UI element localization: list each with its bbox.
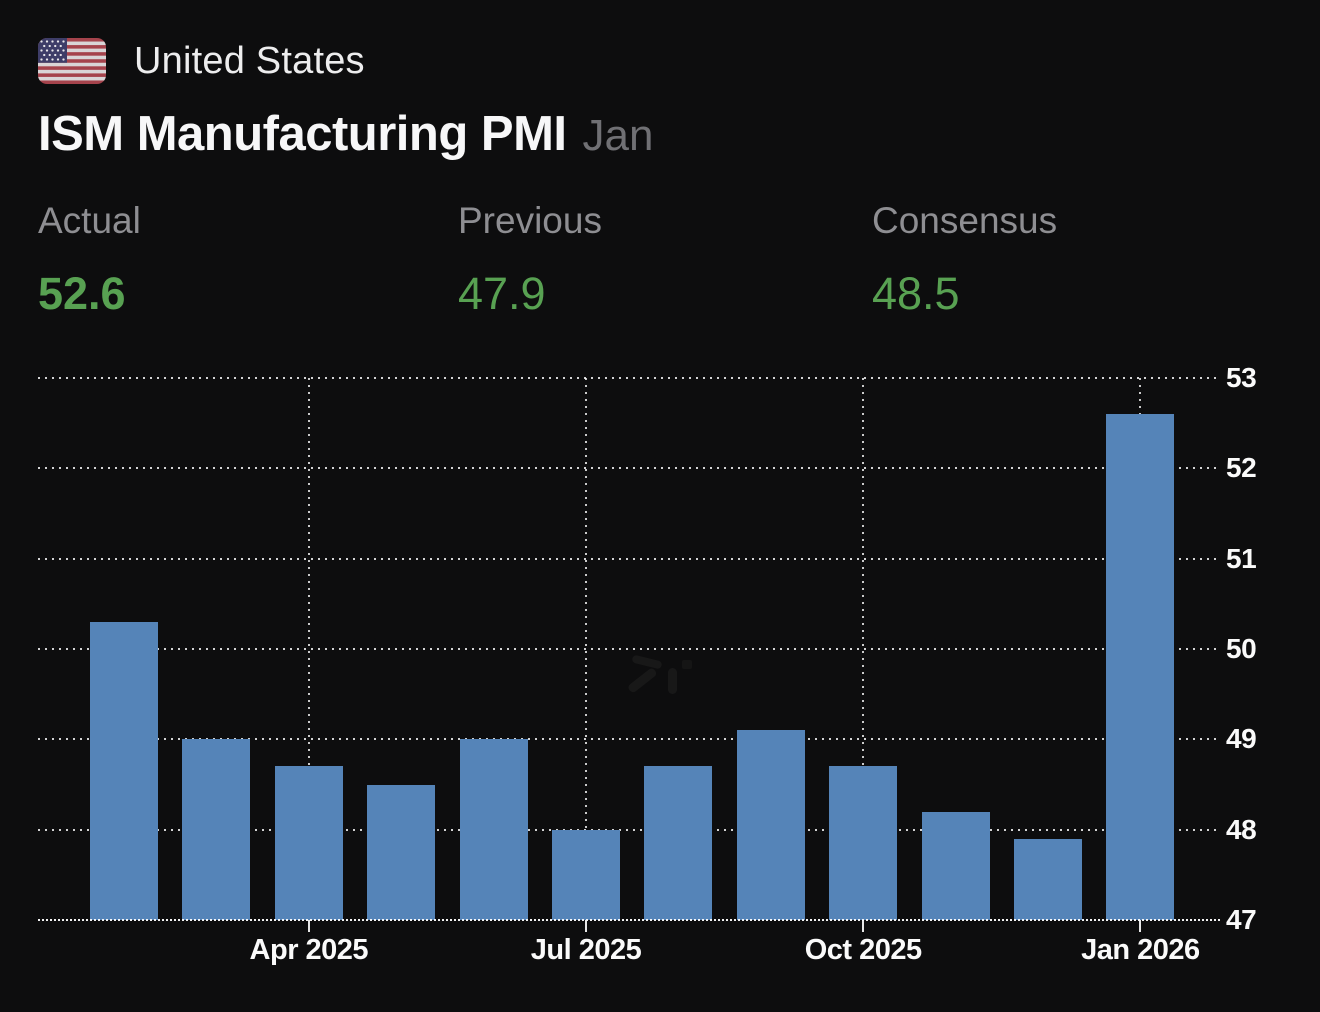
country-name: United States [134, 39, 365, 82]
x-axis-label: Jul 2025 [530, 934, 642, 966]
gridline-h-51 [38, 557, 1220, 560]
bar-nov-2025[interactable] [921, 811, 990, 920]
stat-value: 48.5 [872, 268, 960, 319]
y-axis-label: 50 [1226, 633, 1257, 664]
y-axis-label: 47 [1226, 904, 1257, 935]
bar-feb-2025[interactable] [90, 621, 158, 920]
stats-row: Actual 52.6 Previous 47.9 Consensus 48.5 [0, 200, 1320, 330]
gridline-h-50 [38, 648, 1220, 650]
gridline-v [862, 378, 865, 920]
x-axis-tick [307, 920, 310, 932]
header: United States [38, 38, 365, 84]
bar-aug-2025[interactable] [644, 766, 713, 920]
stat-actual: Actual 52.6 [38, 200, 141, 320]
bar-jan-2026[interactable] [1106, 414, 1175, 920]
bar-apr-2025[interactable] [274, 766, 343, 920]
gridline-h-52 [38, 467, 1220, 470]
stat-label: Consensus [872, 200, 1058, 241]
bar-may-2025[interactable] [367, 784, 436, 920]
bar-jul-2025[interactable] [552, 829, 620, 920]
x-axis-label: Apr 2025 [249, 934, 369, 966]
stat-consensus: Consensus 48.5 [872, 200, 1057, 320]
stat-previous: Previous 47.9 [458, 200, 602, 320]
y-axis-label: 51 [1226, 542, 1257, 574]
gridline-h-53 [38, 377, 1220, 379]
x-axis-tick [585, 920, 587, 932]
bar-oct-2025[interactable] [829, 766, 898, 920]
stat-value: 52.6 [38, 268, 126, 319]
stat-value: 47.9 [458, 268, 546, 319]
x-axis-label: Jan 2026 [1081, 934, 1200, 966]
page-title: ISM Manufacturing PMI [38, 107, 567, 161]
bar-jun-2025[interactable] [459, 739, 528, 920]
gridline-h-48 [38, 828, 1220, 831]
x-axis-tick [862, 920, 865, 932]
gridline-h-49 [38, 738, 1220, 741]
title-row: ISM Manufacturing PMI Jan [38, 106, 653, 162]
y-axis-label: 48 [1226, 813, 1257, 845]
x-axis-line [38, 919, 1220, 921]
stat-label: Actual [38, 200, 141, 241]
pmi-bar-chart: 53 52 51 50 49 48 47 Apr 2025 Jul 2025 Oct 2025 Ja… [38, 364, 1257, 966]
bar-sep-2025[interactable] [736, 730, 805, 920]
x-axis-tick [1139, 920, 1142, 932]
watermark-logo-icon [628, 655, 692, 694]
period-label: Jan [582, 111, 654, 160]
y-axis-label: 53 [1226, 362, 1257, 393]
gridline-v [307, 378, 310, 920]
us-flag-icon [38, 38, 106, 84]
bar-dec-2025[interactable] [1014, 838, 1082, 920]
stat-label: Previous [458, 200, 602, 241]
bar-mar-2025[interactable] [182, 739, 251, 920]
x-axis-label: Oct 2025 [804, 934, 922, 966]
y-axis-label: 49 [1226, 723, 1257, 755]
gridline-v [585, 378, 587, 920]
y-axis-label: 52 [1226, 452, 1257, 484]
